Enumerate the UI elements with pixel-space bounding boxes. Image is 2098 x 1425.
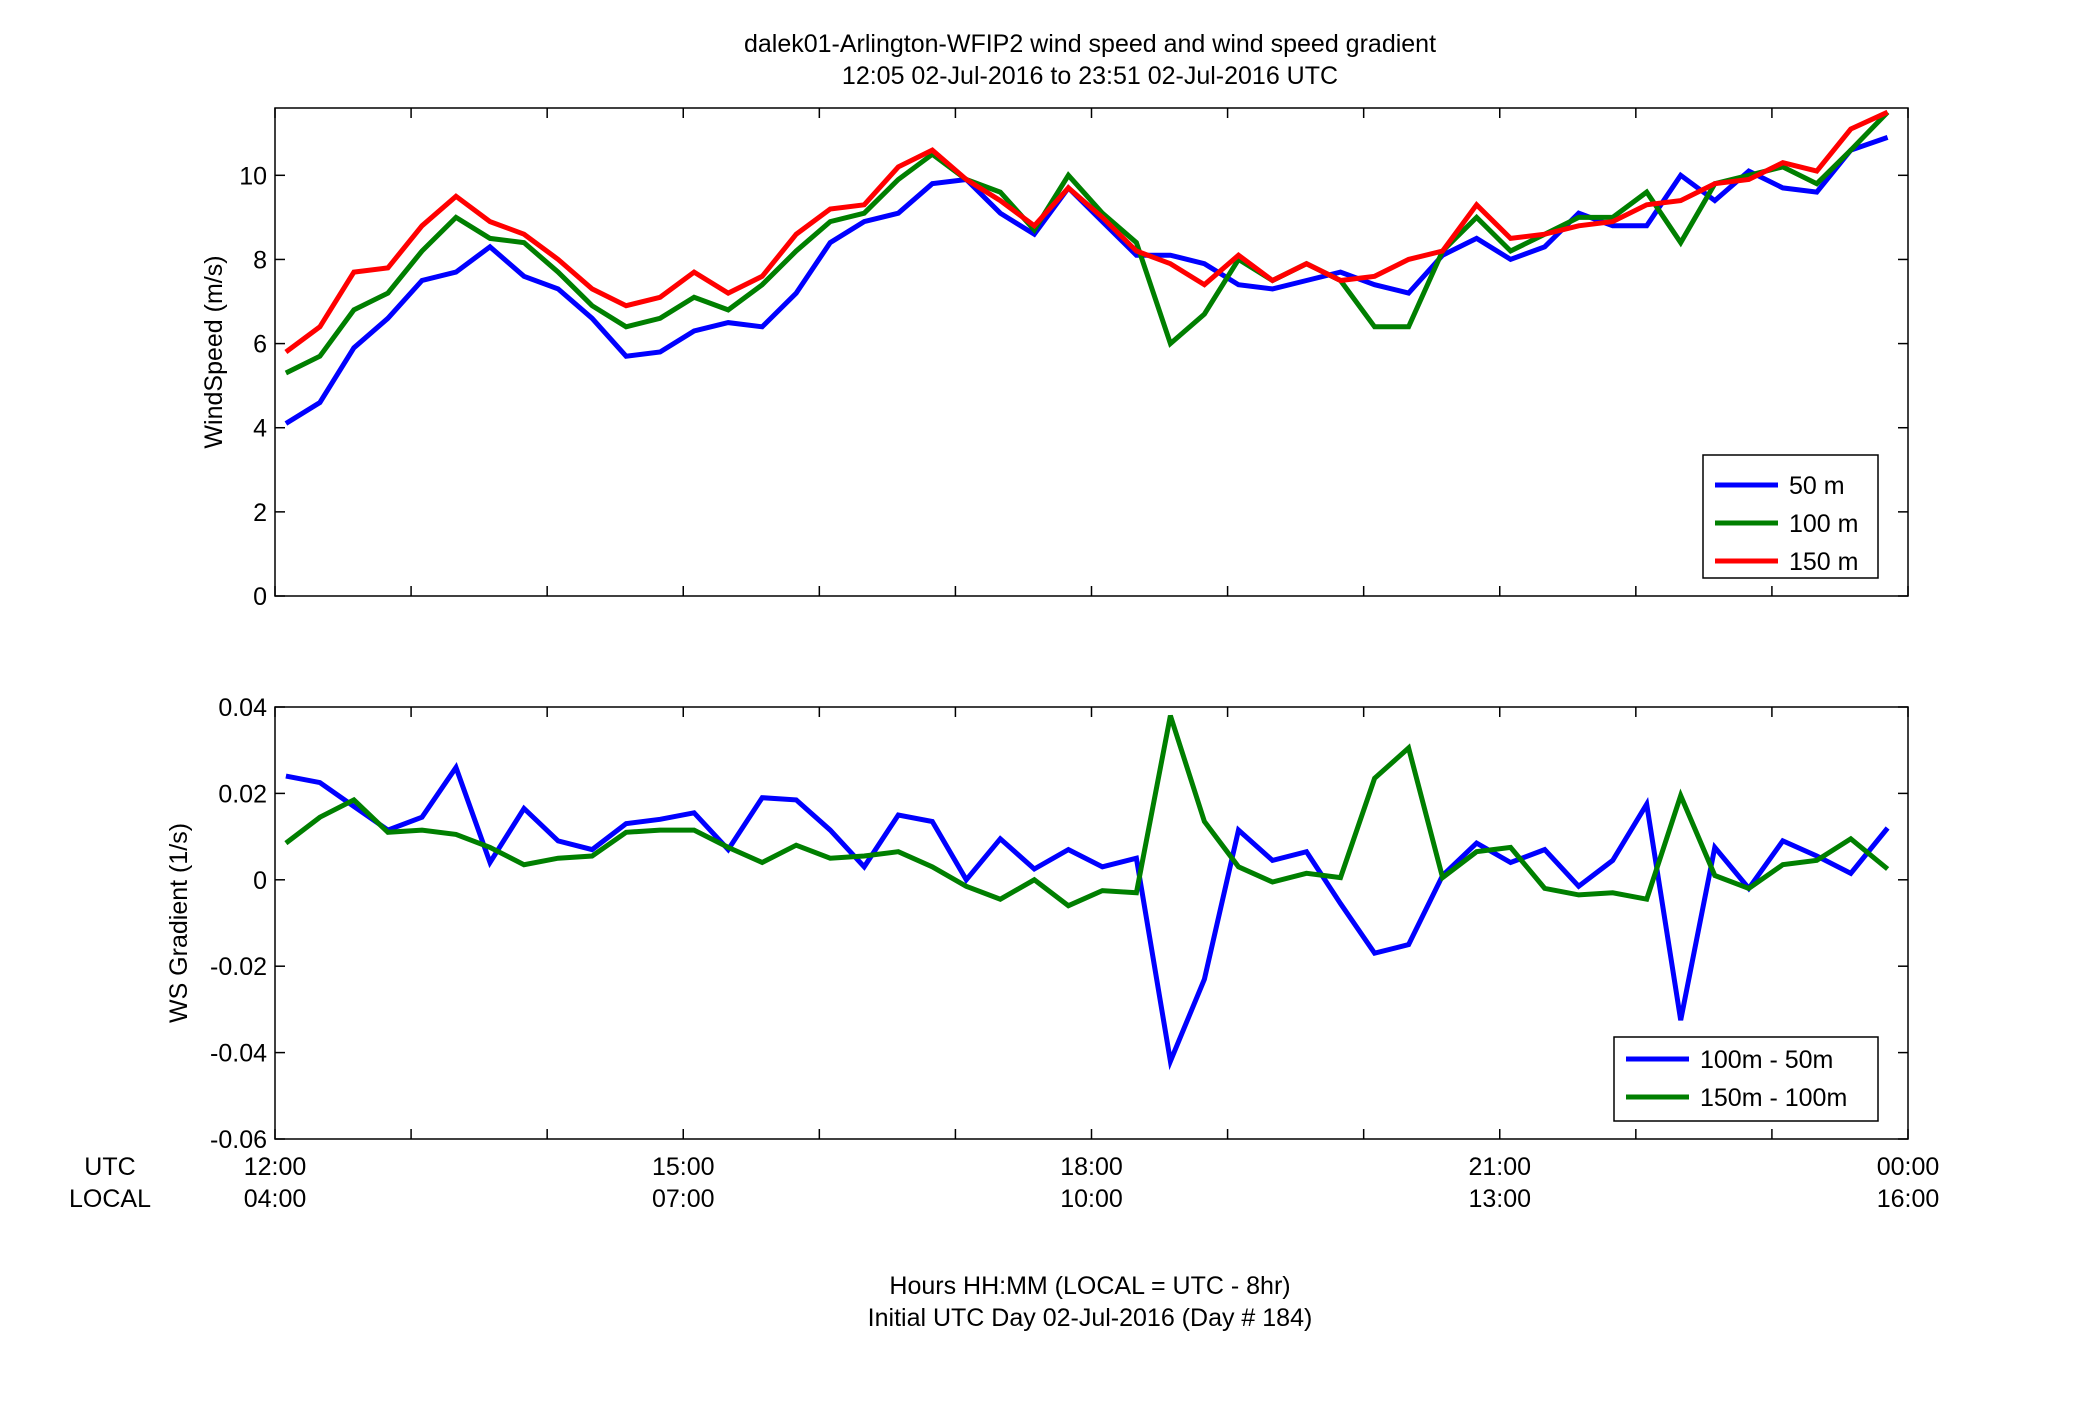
gradient-series-line-0 [285,762,1890,1071]
windspeed-legend: 50 m 100 m 150 m [1702,454,1879,579]
windspeed-y-tick-label: 6 [253,331,267,359]
gradient-y-axis-label: WS Gradient (1/s) [165,823,193,1023]
gradient-series-line-1 [284,714,1890,909]
windspeed-y-axis-label: WindSpeed (m/s) [200,255,228,448]
x-tick-label-utc: 18:00 [1060,1153,1123,1181]
windspeed-legend-box [1702,454,1879,579]
gradient-legend: 100m - 50m 150m - 100m [1613,1036,1879,1122]
chart-title-line1: dalek01-Arlington-WFIP2 wind speed and w… [744,30,1436,58]
local-row-label: LOCAL [69,1185,151,1213]
windspeed-series [284,109,1890,426]
x-tick-label-local: 04:00 [244,1185,307,1213]
gradient-y-tick-label: 0.04 [218,694,267,722]
x-tick-label-utc: 21:00 [1468,1153,1531,1181]
x-axis-label-line2: Initial UTC Day 02-Jul-2016 (Day # 184) [868,1304,1313,1332]
gradient-y-tick-label: -0.04 [210,1040,267,1068]
x-tick-label-utc: 15:00 [652,1153,715,1181]
windspeed-y-ticks: 0 2 4 6 8 10 [239,162,1908,611]
chart-title-line2: 12:05 02-Jul-2016 to 23:51 02-Jul-2016 U… [842,62,1338,90]
x-tick-label-local: 10:00 [1060,1185,1123,1213]
gradient-y-tick-label: 0.02 [218,780,267,808]
windspeed-y-tick-label: 8 [253,246,267,274]
gradient-series [284,714,1890,1071]
windspeed-series-line-2 [284,109,1889,355]
windspeed-legend-label-1: 100 m [1789,510,1858,538]
x-tick-label-local: 16:00 [1877,1185,1940,1213]
gradient-y-ticks: -0.06 -0.04 -0.02 0 0.02 0.04 [210,694,1908,1154]
gradient-y-tick-label: -0.02 [210,953,267,981]
windspeed-legend-label-2: 150 m [1789,548,1858,576]
windspeed-y-tick-label: 2 [253,499,267,527]
x-axis-label-line1: Hours HH:MM (LOCAL = UTC - 8hr) [889,1272,1290,1300]
x-tick-label-utc: 12:00 [244,1153,307,1181]
windspeed-legend-label-0: 50 m [1789,472,1845,500]
gradient-panel: -0.06 -0.04 -0.02 0 0.02 0.04 WS Gradient (1/… [165,694,1909,1154]
gradient-legend-label-0: 100m - 50m [1700,1046,1833,1074]
utc-row-label: UTC [84,1153,135,1181]
gradient-x-ticks [274,707,1909,1139]
gradient-legend-box [1613,1036,1879,1122]
gradient-y-tick-label: 0 [253,867,267,895]
gradient-legend-label-1: 150m - 100m [1700,1084,1847,1112]
windspeed-plot-frame [274,107,1909,597]
x-tick-label-local: 13:00 [1468,1185,1531,1213]
windspeed-panel: 0 2 4 6 8 10 WindSpeed (m/s) 50 m 100 m 150 m [200,107,1909,611]
windspeed-y-tick-label: 4 [253,415,267,443]
windspeed-x-ticks [274,108,1909,596]
x-tick-labels: 12:00 04:00 15:00 07:00 18:00 10:00 21:00 13:00… [244,1153,1940,1213]
windspeed-y-tick-label: 0 [253,583,267,611]
x-tick-label-local: 07:00 [652,1185,715,1213]
x-tick-label-utc: 00:00 [1877,1153,1940,1181]
gradient-y-tick-label: -0.06 [210,1126,267,1154]
windspeed-series-line-1 [284,110,1890,376]
windspeed-y-tick-label: 10 [239,162,267,190]
